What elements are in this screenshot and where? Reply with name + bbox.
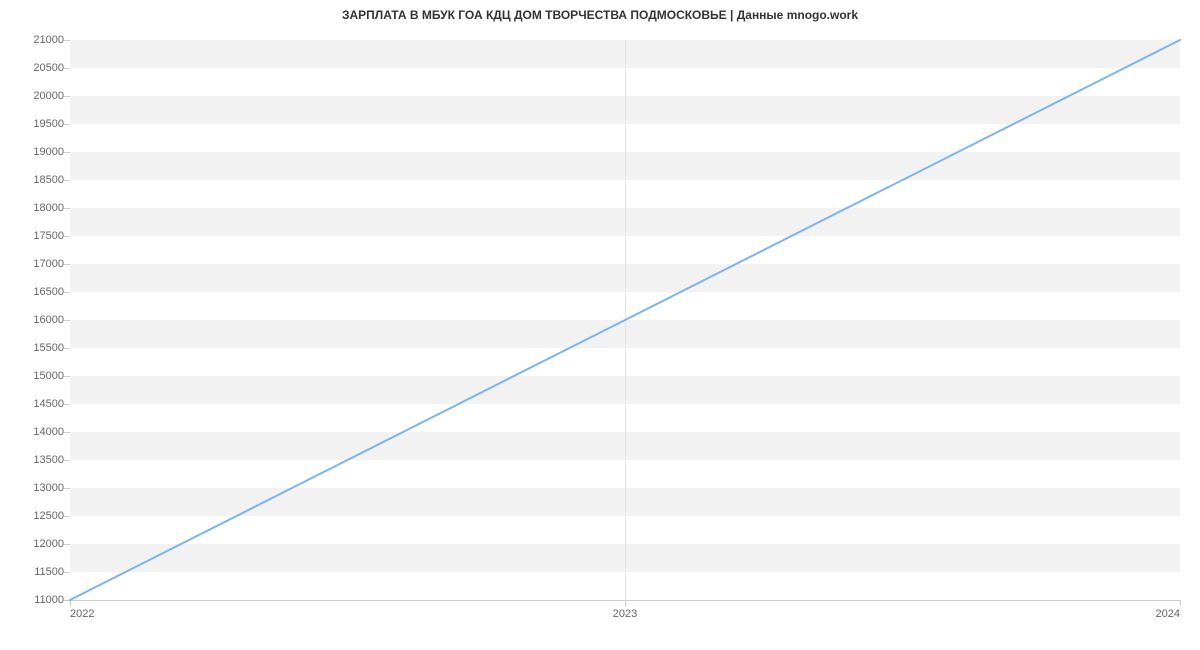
y-tick-label: 17500 <box>33 230 64 242</box>
x-tick-label: 2024 <box>1156 608 1180 620</box>
x-tick <box>1180 600 1181 606</box>
y-tick-label: 14500 <box>33 398 64 410</box>
y-tick-label: 13500 <box>33 454 64 466</box>
y-tick-label: 12500 <box>33 510 64 522</box>
y-tick-label: 11500 <box>34 566 64 578</box>
y-tick-label: 19000 <box>33 146 64 158</box>
y-tick-label: 11000 <box>34 594 64 606</box>
y-tick-label: 13000 <box>33 482 64 494</box>
x-tick-label: 2022 <box>70 608 94 620</box>
y-tick-label: 16500 <box>33 286 64 298</box>
chart-title: ЗАРПЛАТА В МБУК ГОА КДЦ ДОМ ТВОРЧЕСТВА П… <box>0 8 1200 22</box>
salary-chart: ЗАРПЛАТА В МБУК ГОА КДЦ ДОМ ТВОРЧЕСТВА П… <box>0 0 1200 650</box>
y-tick-label: 16000 <box>33 314 64 326</box>
y-tick-label: 17000 <box>33 258 64 270</box>
y-tick-label: 18000 <box>33 202 64 214</box>
plot-area: 1100011500120001250013000135001400014500… <box>70 40 1180 600</box>
y-tick-label: 12000 <box>33 538 64 550</box>
series-salary <box>70 40 1180 600</box>
y-tick-label: 18500 <box>33 174 64 186</box>
y-tick-label: 15000 <box>33 370 64 382</box>
y-tick-label: 14000 <box>33 426 64 438</box>
x-tick <box>625 600 626 606</box>
y-tick-label: 20500 <box>33 62 64 74</box>
y-tick-label: 20000 <box>33 90 64 102</box>
x-tick-label: 2023 <box>613 608 637 620</box>
y-tick-label: 15500 <box>33 342 64 354</box>
y-tick-label: 21000 <box>33 34 64 46</box>
y-tick-label: 19500 <box>33 118 64 130</box>
